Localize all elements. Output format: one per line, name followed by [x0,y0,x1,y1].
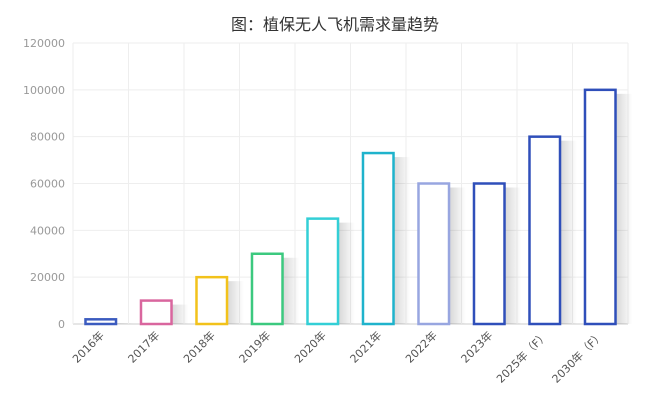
bar [417,182,451,326]
x-tick-label: 2020年 [291,328,328,365]
bar-shadow-layer [116,93,633,324]
bar-shadow [227,281,244,324]
bar-shadow [338,222,355,324]
x-tick-label: 2023年 [458,328,495,365]
x-tick-label: 2025年（F） [493,328,551,386]
bar-shadow [449,187,466,324]
x-tick-label: 2017年 [125,328,162,365]
bar [195,275,229,326]
bar [306,217,340,326]
x-tick-label: 2021年 [347,328,384,365]
bar [472,182,506,326]
x-tick-label: 2016年 [69,328,106,365]
bar-shadow [393,157,411,324]
bar-shadow [504,187,522,324]
y-tick-label: 40000 [30,224,65,237]
bar-layer [84,88,617,326]
x-axis-labels: 2016年 2017年 2018年 2019年 2020年 2021年 2022年 2023年… [69,328,606,386]
bar-shadow [116,323,133,324]
y-tick-label: 100000 [23,84,65,97]
y-axis-labels: 0 20000 40000 60000 80000 100000 120000 [23,37,65,331]
bar [139,299,173,326]
bar-shadow [171,304,189,324]
bar [583,88,617,326]
bar-shadow [282,257,300,324]
y-tick-label: 20000 [30,271,65,284]
bar [84,318,118,326]
bar [250,252,284,326]
bar-shadow [560,140,577,324]
x-tick-label: 2018年 [180,328,217,365]
y-tick-label: 60000 [30,178,65,191]
chart-title: 图：植保无人飞机需求量趋势 [231,15,439,34]
bar-shadow [615,93,633,324]
x-tick-label: 2019年 [236,328,273,365]
bar [361,151,395,326]
x-tick-label: 2030年（F） [549,328,607,386]
y-tick-label: 80000 [30,131,65,144]
x-tick-label: 2022年 [402,328,439,365]
y-tick-label: 120000 [23,37,65,50]
bar [528,135,562,326]
y-tick-label: 0 [58,318,65,331]
